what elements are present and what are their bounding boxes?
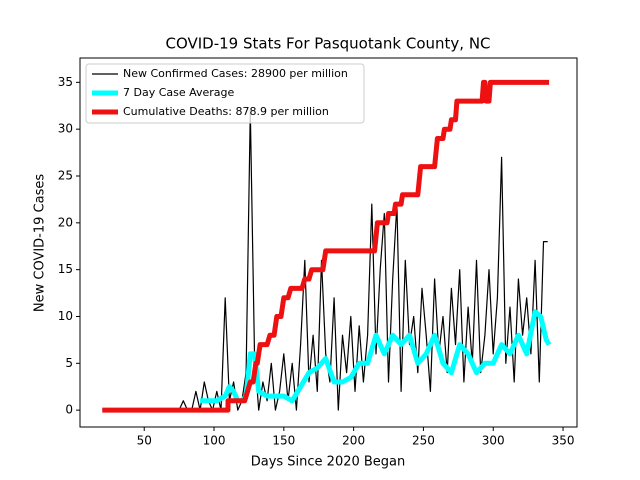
- y-tick-label: 10: [58, 309, 73, 323]
- y-tick-label: 0: [65, 403, 73, 417]
- legend-box: [85, 63, 365, 124]
- x-tick-label: 200: [342, 434, 365, 448]
- y-tick-label: 5: [65, 356, 73, 370]
- y-tick-label: 25: [58, 169, 73, 183]
- chart-title: COVID-19 Stats For Pasquotank County, NC: [165, 35, 490, 53]
- x-tick-label: 350: [552, 434, 575, 448]
- x-tick-label: 250: [412, 434, 435, 448]
- plot-frame: [79, 57, 578, 428]
- y-tick-label: 35: [58, 75, 73, 89]
- legend-label: 7 Day Case Average: [123, 86, 235, 99]
- y-axis-label: New COVID-19 Cases: [33, 174, 48, 312]
- y-tick-label: 15: [58, 262, 73, 276]
- y-tick-label: 30: [58, 122, 73, 136]
- y-tick-label: 20: [58, 215, 73, 229]
- data-line: [102, 79, 550, 413]
- x-tick-label: 50: [137, 434, 152, 448]
- plot-area: [102, 79, 552, 413]
- x-tick-label: 150: [272, 434, 295, 448]
- x-axis-label: Days Since 2020 Began: [251, 455, 406, 470]
- legend-label: New Confirmed Cases: 28900 per million: [123, 67, 348, 80]
- x-tick-label: 300: [482, 434, 505, 448]
- x-tick-label: 100: [203, 434, 226, 448]
- data-line: [102, 109, 548, 411]
- legend-label: Cumulative Deaths: 878.9 per million: [123, 105, 329, 118]
